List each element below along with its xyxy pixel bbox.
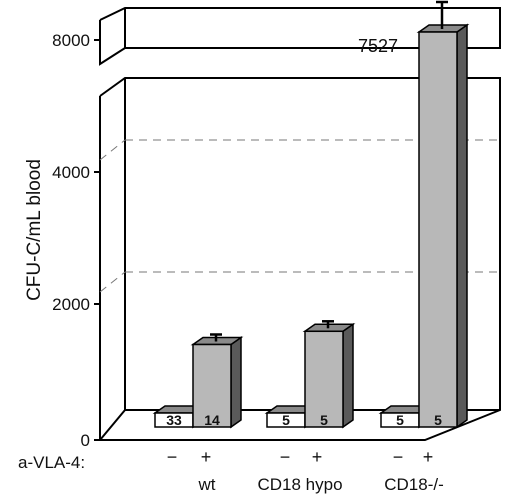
bar-side-5	[456, 23, 468, 429]
bar-side-3	[342, 322, 354, 429]
sign-cd18null-plus: +	[423, 447, 434, 467]
grid-line-4000-side	[99, 139, 126, 161]
y-tick-label-4000: 4000	[52, 163, 90, 182]
y-ticks	[94, 39, 100, 441]
y-tick-label-2000: 2000	[52, 295, 90, 314]
y-tick-label-0: 0	[81, 431, 90, 450]
bar-front-5	[418, 31, 458, 428]
bar-value-label-2: 5	[282, 412, 290, 428]
bar-value-label-5: 5	[434, 412, 442, 428]
bar-1: 14	[190, 333, 244, 429]
y-tick-label-8000: 8000	[52, 31, 90, 50]
bar-value-label-3: 5	[320, 412, 328, 428]
group-labels: wt CD18 hypo CD18-/-	[198, 475, 444, 494]
bar-3: 5	[302, 320, 356, 429]
sign-cd18hypo-minus: −	[280, 447, 291, 467]
sign-wt-plus: +	[201, 447, 212, 467]
bars-group: 33 14 5 5 5 5	[152, 0, 470, 429]
bar-front-1	[192, 343, 232, 428]
grid-line-2000-side	[99, 271, 126, 293]
sign-cd18null-minus: −	[393, 447, 404, 467]
treatment-signs: − + − + − +	[167, 447, 434, 467]
bar-side-1	[230, 336, 242, 429]
bar-value-label-0: 33	[166, 412, 182, 428]
group-label-cd18-null: CD18-/-	[384, 475, 444, 494]
group-label-cd18-hypo: CD18 hypo	[257, 475, 342, 494]
bar-5: 5	[416, 0, 470, 429]
y-axis-label: CFU-C/mL blood	[24, 159, 45, 301]
y-tick-labels: 8000 4000 2000 0	[52, 31, 90, 450]
bar-value-label-1: 14	[204, 412, 220, 428]
sign-wt-minus: −	[167, 447, 178, 467]
bar-value-label-4: 5	[396, 412, 404, 428]
treatment-label: a-VLA-4:	[18, 453, 85, 472]
floor-left-edge	[99, 409, 126, 441]
sign-cd18hypo-plus: +	[312, 447, 323, 467]
group-label-wt: wt	[198, 475, 216, 494]
bar-front-3	[304, 330, 344, 428]
annotation-7527: 7527	[358, 36, 398, 56]
